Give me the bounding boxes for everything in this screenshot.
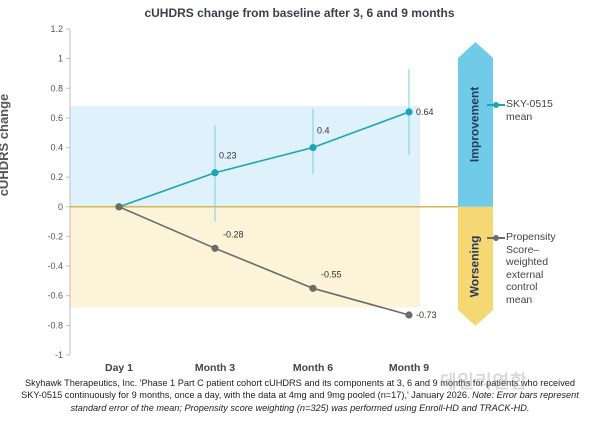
worsening-arrow bbox=[458, 206, 493, 326]
legend-item-external-control: Propensity Score– weighted external control m… bbox=[487, 231, 556, 306]
series-line-external-control bbox=[118, 206, 410, 316]
worsening-band bbox=[70, 206, 420, 308]
y-tick-label: 0.8 bbox=[50, 83, 63, 93]
caption-text: Skyhawk Therapeutics, Inc. 'Phase 1 Part… bbox=[21, 378, 576, 401]
x-tick-label: Day 1 bbox=[105, 362, 133, 374]
legend-marker bbox=[493, 102, 499, 108]
data-label: -0.73 bbox=[416, 310, 437, 320]
data-point bbox=[115, 203, 123, 211]
y-tick-label: 1.2 bbox=[50, 24, 63, 34]
data-label: -0.55 bbox=[321, 269, 342, 279]
data-point bbox=[211, 244, 219, 252]
y-tick-label: -1 bbox=[55, 350, 63, 360]
data-point bbox=[309, 143, 317, 152]
improvement-label: Improvement bbox=[468, 87, 482, 162]
caption-note: Note: Error bars represent standard erro… bbox=[70, 390, 579, 413]
chart-title: cUHDRS change from baseline after 3, 6 a… bbox=[144, 6, 455, 20]
chart-caption: Skyhawk Therapeutics, Inc. 'Phase 1 Part… bbox=[14, 377, 586, 414]
x-tick-label: Month 3 bbox=[195, 362, 235, 374]
y-tick-label: -0.8 bbox=[47, 320, 63, 330]
watermark: 데일리연합 bbox=[440, 372, 528, 392]
improvement-arrow bbox=[458, 42, 493, 207]
legend-item-sky-0515: SKY-0515 mean bbox=[487, 98, 553, 123]
data-label: 0.4 bbox=[317, 126, 330, 136]
y-tick-label: 1 bbox=[58, 54, 63, 64]
y-tick-label: 0 bbox=[58, 202, 63, 212]
y-tick-label: -0.4 bbox=[47, 261, 63, 271]
legend-label: Propensity Score– weighted external control m… bbox=[506, 231, 556, 306]
series-line-sky-0515 bbox=[118, 111, 410, 208]
data-label: -0.28 bbox=[223, 229, 244, 239]
y-tick-label: 0.2 bbox=[50, 172, 63, 182]
improvement-band bbox=[70, 106, 420, 207]
data-label: 0.23 bbox=[219, 151, 237, 161]
y-tick-label: -0.6 bbox=[47, 291, 63, 301]
legend-marker bbox=[493, 235, 499, 241]
data-point bbox=[405, 108, 413, 116]
y-tick-label: 0.6 bbox=[50, 113, 63, 123]
x-tick-label: Month 6 bbox=[293, 362, 333, 374]
worsening-label: Worsening bbox=[468, 236, 482, 298]
data-point bbox=[405, 311, 413, 319]
data-label: 0.64 bbox=[416, 107, 434, 117]
y-tick-label: 0.4 bbox=[50, 143, 63, 153]
legend-label: SKY-0515 mean bbox=[506, 98, 553, 123]
data-point bbox=[309, 284, 317, 292]
x-tick-label: Month 9 bbox=[389, 362, 429, 374]
y-tick-label: -0.2 bbox=[47, 231, 63, 241]
data-point bbox=[211, 169, 219, 177]
